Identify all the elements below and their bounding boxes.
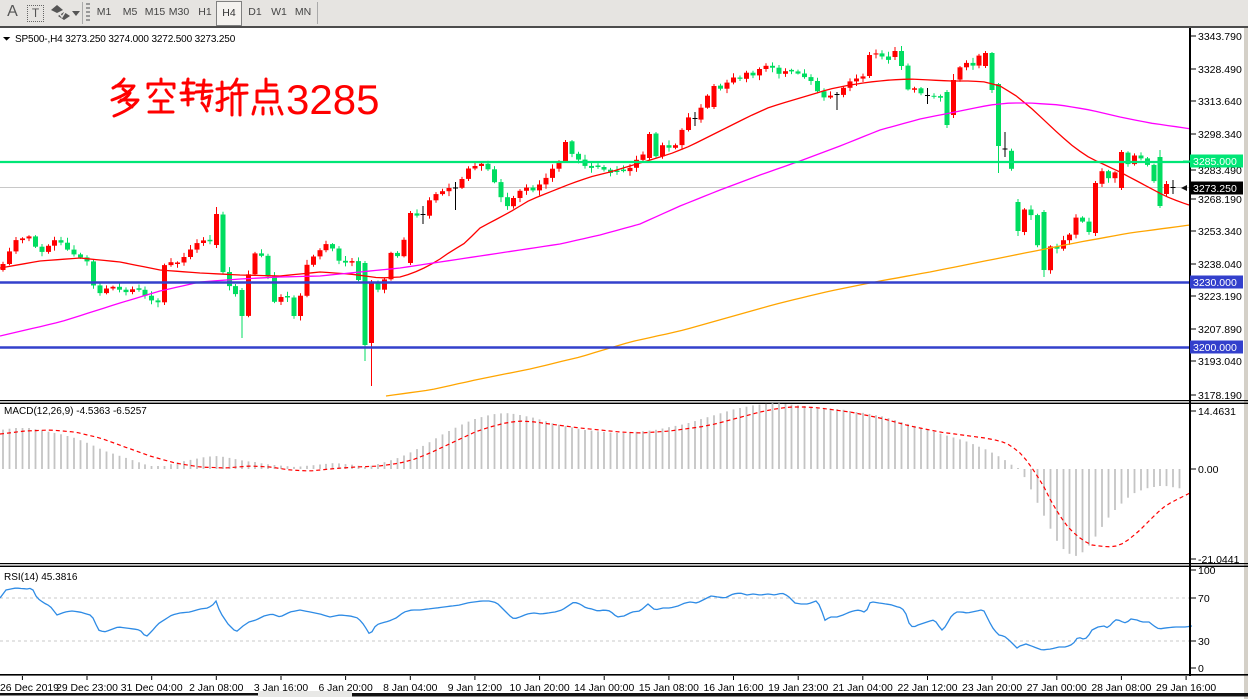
svg-text:8 Jan 04:00: 8 Jan 04:00: [383, 683, 438, 694]
svg-text:26 Dec 2019: 26 Dec 2019: [0, 683, 59, 694]
svg-text:3230.000: 3230.000: [1193, 277, 1237, 289]
svg-text:RSI(14) 45.3816: RSI(14) 45.3816: [4, 572, 78, 583]
svg-text:21 Jan 04:00: 21 Jan 04:00: [833, 683, 893, 694]
svg-text:3343.790: 3343.790: [1198, 31, 1242, 43]
svg-text:14 Jan 00:00: 14 Jan 00:00: [574, 683, 634, 694]
svg-text:3 Jan 16:00: 3 Jan 16:00: [254, 683, 309, 694]
svg-text:SP500-,H4 3273.250 3274.000 3: SP500-,H4 3273.250 3274.000 3272.500 327…: [15, 34, 236, 45]
svg-text:3283.490: 3283.490: [1198, 165, 1242, 177]
svg-text:27 Jan 00:00: 27 Jan 00:00: [1027, 683, 1087, 694]
svg-text:9 Jan 12:00: 9 Jan 12:00: [448, 683, 503, 694]
svg-text:3328.490: 3328.490: [1198, 64, 1242, 76]
svg-text:23 Jan 20:00: 23 Jan 20:00: [962, 683, 1022, 694]
svg-text:3238.040: 3238.040: [1198, 259, 1242, 271]
svg-text:3193.040: 3193.040: [1198, 356, 1242, 368]
svg-text:70: 70: [1198, 593, 1210, 605]
svg-text:3313.640: 3313.640: [1198, 96, 1242, 108]
svg-text:MACD(12,26,9) -4.5363 -6.5257: MACD(12,26,9) -4.5363 -6.5257: [4, 406, 147, 417]
svg-text:19 Jan 23:00: 19 Jan 23:00: [768, 683, 828, 694]
svg-text:0: 0: [1198, 663, 1204, 675]
svg-text:22 Jan 12:00: 22 Jan 12:00: [897, 683, 957, 694]
svg-text:29 Dec 23:00: 29 Dec 23:00: [56, 683, 118, 694]
svg-text:29 Jan 16:00: 29 Jan 16:00: [1156, 683, 1216, 694]
svg-text:3285.000: 3285.000: [1193, 156, 1237, 168]
svg-text:3178.190: 3178.190: [1198, 390, 1242, 402]
svg-text:31 Dec 04:00: 31 Dec 04:00: [121, 683, 183, 694]
svg-text:3223.190: 3223.190: [1198, 291, 1242, 303]
svg-text:14.4631: 14.4631: [1198, 406, 1236, 418]
svg-text:28 Jan 08:00: 28 Jan 08:00: [1091, 683, 1151, 694]
svg-text:100: 100: [1198, 565, 1216, 577]
svg-text:3273.250: 3273.250: [1193, 183, 1237, 195]
svg-text:10 Jan 20:00: 10 Jan 20:00: [510, 683, 570, 694]
svg-text:3200.000: 3200.000: [1193, 342, 1237, 354]
svg-text:3207.890: 3207.890: [1198, 324, 1242, 336]
svg-text:-21.0441: -21.0441: [1198, 554, 1240, 566]
svg-text:6 Jan 20:00: 6 Jan 20:00: [318, 683, 373, 694]
svg-text:3253.340: 3253.340: [1198, 226, 1242, 238]
svg-text:0.00: 0.00: [1198, 464, 1219, 476]
svg-text:15 Jan 08:00: 15 Jan 08:00: [639, 683, 699, 694]
svg-text:3268.190: 3268.190: [1198, 194, 1242, 206]
svg-text:3298.340: 3298.340: [1198, 129, 1242, 141]
svg-text:2 Jan 08:00: 2 Jan 08:00: [189, 683, 244, 694]
svg-text:3285: 3285: [286, 76, 379, 123]
svg-text:30: 30: [1198, 636, 1210, 648]
svg-text:16 Jan 16:00: 16 Jan 16:00: [703, 683, 763, 694]
